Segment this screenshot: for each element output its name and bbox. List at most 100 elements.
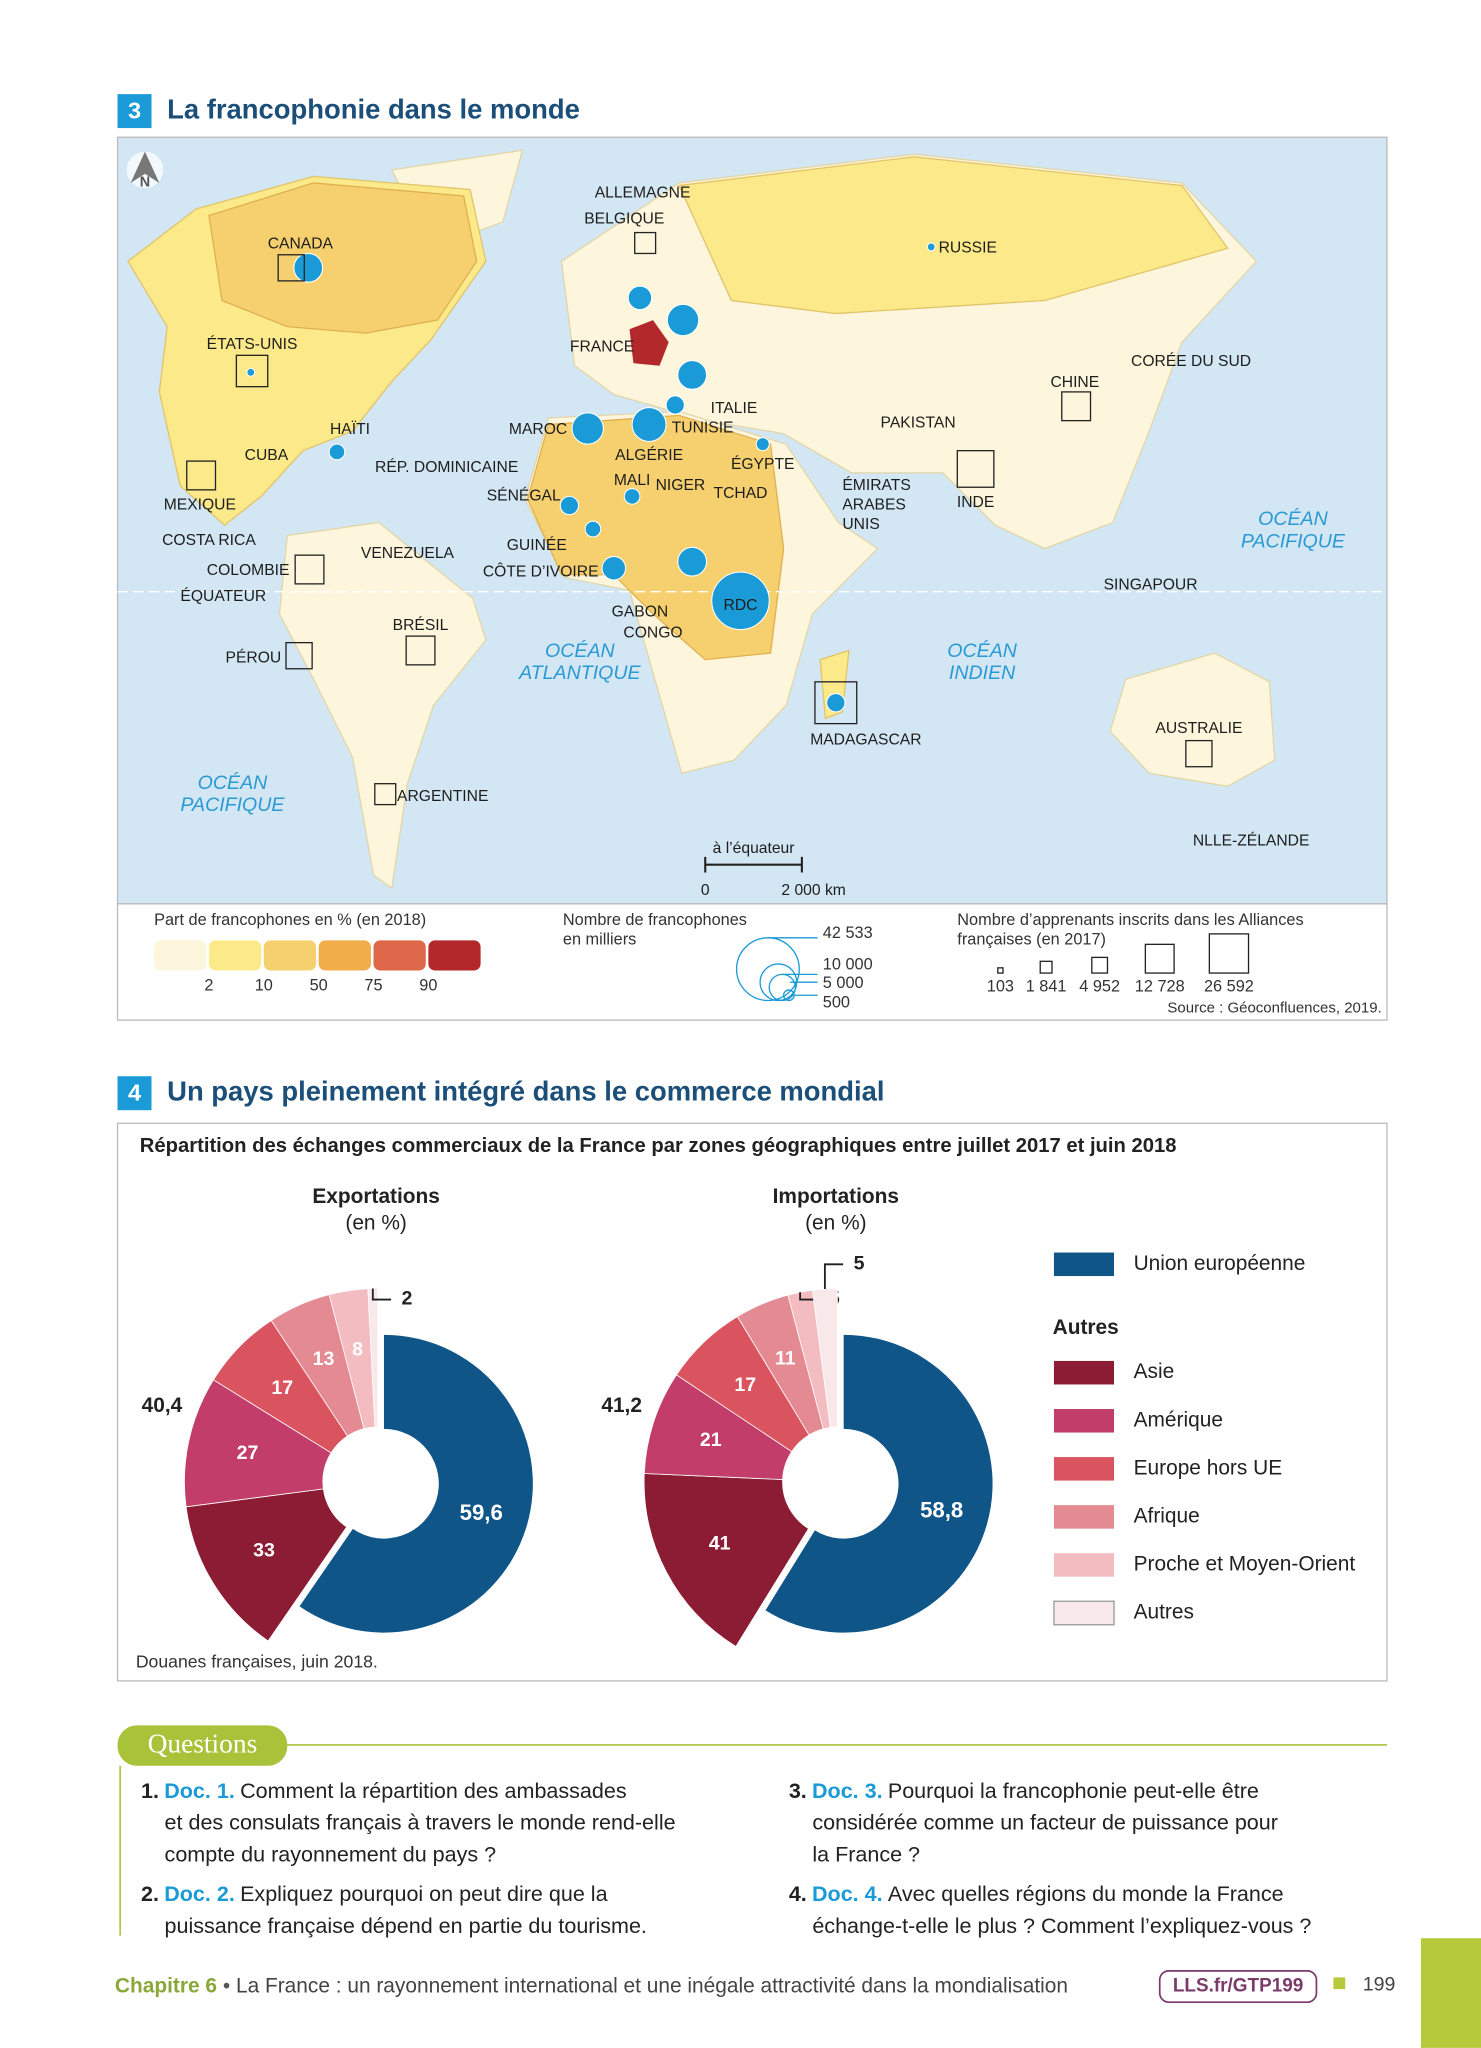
north-arrow <box>130 151 160 183</box>
questions-badge <box>117 1725 288 1766</box>
country-label: BRÉSIL <box>393 615 449 634</box>
sub-slice <box>185 1488 348 1642</box>
country-label: CONGO <box>623 625 682 642</box>
country-label: CHINE <box>1050 374 1099 391</box>
chart-title: Importations <box>773 1185 899 1208</box>
country-label: INDE <box>957 494 994 511</box>
country-label: COLOMBIE <box>207 562 290 579</box>
doc-number: 4 <box>128 1080 141 1106</box>
country-label: VENEZUELA <box>361 545 455 562</box>
legend-title: Nombre d’apprenants inscrits dans les Al… <box>957 911 1303 929</box>
learner-square <box>997 967 1004 974</box>
map-labels: ALLEMAGNE BELGIQUE CANADA RUSSIE ÉTATS-UNIS F… <box>162 185 1346 850</box>
question-text: échange-t-elle le plus ? Comment l’expli… <box>812 1914 1311 1938</box>
ocean-label: INDIEN <box>949 662 1016 684</box>
question-text: Avec quelles régions du monde la France <box>888 1882 1284 1906</box>
country-label: ÉQUATEUR <box>180 586 266 605</box>
country-label: ARABES <box>842 497 906 514</box>
question: 1. Doc. 1. Comment la répartition des amba… <box>141 1779 627 1803</box>
legend-title: françaises (en 2017) <box>957 931 1106 949</box>
sub-slice-label: 21 <box>700 1429 722 1451</box>
question-number: 3. <box>789 1779 807 1803</box>
question-number: 4. <box>789 1882 807 1906</box>
marker <box>1333 1977 1346 1990</box>
ocean-label: OCÉAN <box>1258 507 1328 530</box>
chart-title: Exportations <box>312 1185 440 1208</box>
country-label: TCHAD <box>714 485 768 502</box>
country-label: ARGENTINE <box>397 788 488 805</box>
link-box[interactable] <box>1158 1969 1318 2004</box>
sub-slice-label: 41 <box>709 1532 731 1554</box>
sub-slice-label: 17 <box>734 1374 756 1396</box>
map-legend: Part de francophones en % (en 2018) Sour… <box>116 903 1388 1021</box>
learner-square <box>1091 956 1109 974</box>
country-label: MAROC <box>509 421 567 438</box>
question-number: 1. <box>141 1779 159 1803</box>
country-label: ALGÉRIE <box>615 445 683 464</box>
legend-label: Autres <box>1134 1601 1194 1624</box>
land <box>208 182 478 334</box>
footer: Chapitre 6 • La France : un rayonnement … <box>115 1974 1068 1997</box>
legend-swatch <box>1053 1457 1115 1481</box>
country-label: CANADA <box>268 235 334 252</box>
learner-square <box>1039 960 1053 974</box>
share-swatch <box>373 940 426 971</box>
questions-heading: Questions <box>148 1729 258 1759</box>
country-label: CUBA <box>245 447 289 464</box>
question-ref: Doc. 2. <box>164 1882 235 1906</box>
page-tab <box>1420 1938 1481 2048</box>
question-text: Comment la répartition des ambassades <box>240 1779 627 1803</box>
footer-link[interactable]: LLS.fr/GTP199 <box>1173 1976 1303 1997</box>
map: N à l’équateur 0 2 000 km ALLEMAGNE BELGI… <box>116 136 1388 905</box>
page-number: 199 <box>1363 1973 1396 1995</box>
speaker-value: 500 <box>823 993 850 1011</box>
learner-value: 12 728 <box>1135 978 1185 996</box>
country-label: TUNISIE <box>672 420 734 437</box>
legend-label: Union européenne <box>1134 1252 1306 1275</box>
question-text: compte du rayonnement du pays ? <box>165 1843 497 1867</box>
legend-swatch <box>1053 1505 1115 1529</box>
scale-length: 2 000 km <box>781 882 845 899</box>
scale-caption: à l’équateur <box>713 840 795 857</box>
slice-label: 59,6 <box>460 1500 503 1525</box>
country-label: BELGIQUE <box>584 211 664 228</box>
others-total: 41,2 <box>601 1394 642 1417</box>
question: 3. Doc. 3. Pourquoi la francophonie peut-e… <box>789 1779 1259 1803</box>
country-label: CORÉE DU SUD <box>1131 351 1251 370</box>
share-swatch <box>208 940 262 971</box>
legend-swatch <box>1053 1553 1115 1577</box>
questions: 1. Doc. 1. Comment la répartition des amba… <box>141 1779 1311 1938</box>
country-label: PAKISTAN <box>881 414 956 431</box>
question-text: Expliquez pourquoi on peut dire que la <box>240 1882 608 1906</box>
learner-value: 4 952 <box>1079 978 1120 996</box>
question-text: Pourquoi la francophonie peut-elle être <box>888 1779 1259 1803</box>
chart-subtitle: Répartition des échanges commerciaux de … <box>140 1135 1177 1157</box>
legend-group: Autres <box>1053 1316 1119 1339</box>
question-number: 2. <box>141 1882 159 1906</box>
leader-line <box>823 1263 844 1290</box>
leader-line <box>371 1288 392 1301</box>
question-ref: Doc. 3. <box>812 1779 883 1803</box>
speaker-circles <box>735 937 818 1002</box>
country-label: AUSTRALIE <box>1155 720 1242 737</box>
share-threshold: 2 <box>204 976 213 994</box>
legend-swatch <box>1053 1252 1115 1277</box>
slice <box>299 1334 533 1633</box>
share-threshold: 75 <box>364 976 382 994</box>
map-source: Source : Géoconfluences, 2019. <box>1167 999 1381 1016</box>
legend-label: Afrique <box>1134 1504 1200 1527</box>
doc-number-box <box>117 94 152 129</box>
sub-slice <box>643 1374 793 1480</box>
legend-swatch <box>1053 1600 1115 1626</box>
share-swatch <box>428 940 481 971</box>
learner-square <box>1144 943 1175 974</box>
chart-source: Douanes françaises, juin 2018. <box>136 1651 378 1671</box>
ocean-label: OCÉAN <box>198 771 268 794</box>
country-label: SINGAPOUR <box>1104 576 1198 593</box>
speaker-value: 42 533 <box>823 924 873 942</box>
north-label: N <box>140 175 150 191</box>
country-label: SÉNÉGAL <box>487 486 561 505</box>
sub-slice <box>812 1288 838 1428</box>
